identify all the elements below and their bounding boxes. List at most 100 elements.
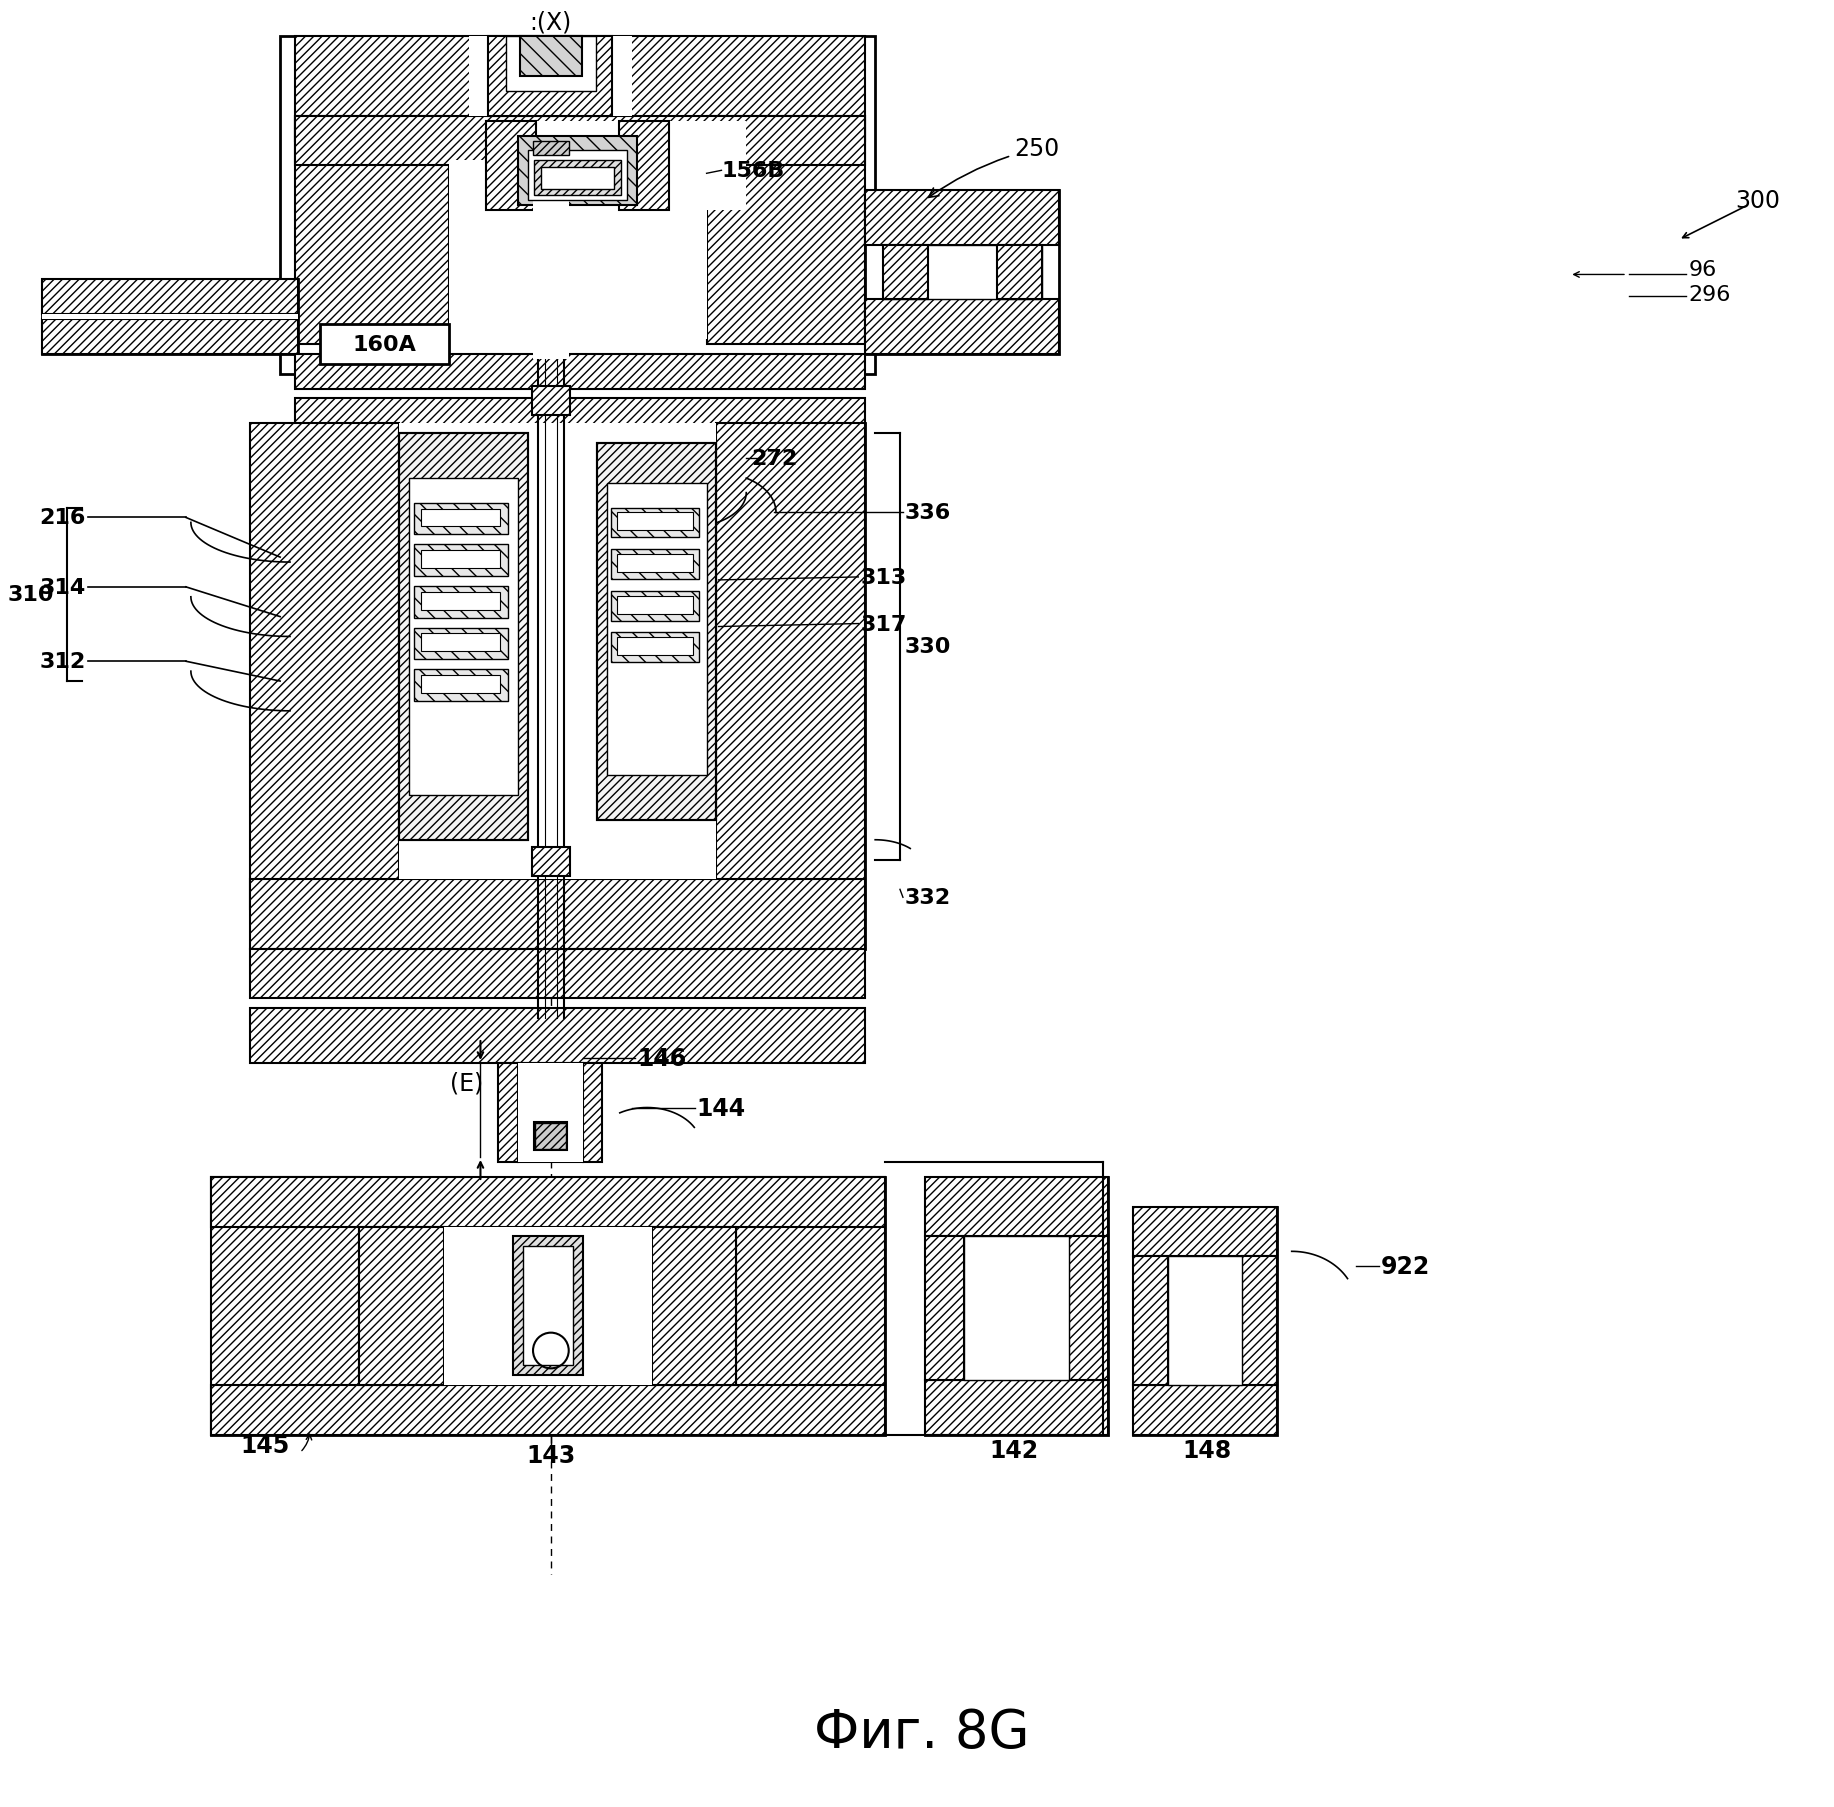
Bar bbox=[251, 425, 866, 949]
Bar bbox=[251, 880, 866, 949]
Bar bbox=[534, 141, 569, 157]
Bar bbox=[521, 38, 581, 78]
Bar bbox=[42, 280, 297, 354]
Bar bbox=[1133, 1207, 1276, 1256]
Bar bbox=[251, 425, 400, 909]
Bar bbox=[523, 1247, 572, 1366]
Bar bbox=[618, 513, 693, 531]
Bar bbox=[486, 121, 536, 211]
Bar bbox=[295, 117, 449, 345]
Bar bbox=[519, 1063, 583, 1162]
Bar bbox=[42, 314, 297, 320]
Bar bbox=[295, 399, 866, 428]
Text: 96: 96 bbox=[1689, 260, 1717, 280]
Text: 313: 313 bbox=[860, 567, 906, 587]
Bar bbox=[532, 847, 570, 876]
Bar bbox=[211, 1178, 886, 1435]
Bar bbox=[251, 1008, 866, 1063]
Bar bbox=[409, 479, 519, 795]
Bar bbox=[400, 425, 717, 880]
Bar bbox=[414, 670, 508, 701]
Bar bbox=[866, 300, 1058, 354]
Bar bbox=[514, 1236, 583, 1375]
Bar bbox=[359, 1227, 735, 1386]
Bar bbox=[295, 117, 866, 166]
Text: Фиг. 8G: Фиг. 8G bbox=[814, 1706, 1029, 1758]
Bar bbox=[422, 593, 501, 611]
Text: 272: 272 bbox=[752, 448, 798, 468]
Bar bbox=[506, 38, 596, 92]
Text: 148: 148 bbox=[1183, 1438, 1232, 1462]
Text: :(X): :(X) bbox=[530, 11, 572, 34]
Text: 250: 250 bbox=[928, 137, 1060, 199]
Bar bbox=[866, 192, 1058, 354]
Bar bbox=[534, 141, 569, 360]
Bar bbox=[211, 1178, 359, 1435]
Bar bbox=[618, 596, 693, 614]
Bar bbox=[400, 434, 528, 840]
Bar bbox=[486, 121, 746, 211]
Bar bbox=[534, 1122, 567, 1151]
Bar bbox=[359, 1227, 444, 1386]
Bar bbox=[444, 1227, 653, 1386]
Bar bbox=[866, 192, 1058, 246]
Text: 144: 144 bbox=[697, 1095, 746, 1120]
Text: 312: 312 bbox=[40, 652, 86, 672]
Text: 145: 145 bbox=[240, 1433, 290, 1456]
Bar bbox=[42, 320, 297, 354]
Bar bbox=[1133, 1256, 1168, 1386]
Bar bbox=[607, 484, 706, 775]
Text: 296: 296 bbox=[1689, 286, 1731, 305]
Text: 146: 146 bbox=[636, 1046, 686, 1070]
Text: 216: 216 bbox=[39, 508, 86, 528]
Bar bbox=[414, 587, 508, 618]
Bar bbox=[620, 121, 669, 211]
Bar bbox=[1069, 1236, 1108, 1381]
Bar bbox=[998, 246, 1042, 300]
Text: 310: 310 bbox=[7, 584, 53, 605]
Bar bbox=[488, 38, 613, 117]
Bar bbox=[598, 445, 717, 820]
Bar bbox=[211, 1386, 886, 1435]
Bar bbox=[618, 638, 693, 656]
Text: 314: 314 bbox=[40, 578, 86, 598]
Text: 332: 332 bbox=[904, 887, 952, 907]
Text: 317: 317 bbox=[860, 614, 906, 634]
Bar bbox=[422, 551, 501, 569]
Bar bbox=[281, 38, 875, 374]
Bar bbox=[924, 1381, 1108, 1435]
Bar bbox=[499, 1063, 602, 1162]
Bar bbox=[706, 117, 866, 345]
Bar bbox=[884, 246, 1042, 300]
Bar bbox=[884, 246, 928, 300]
Bar bbox=[532, 387, 570, 416]
Bar bbox=[965, 1236, 1069, 1381]
Text: 156B: 156B bbox=[721, 161, 785, 181]
Bar bbox=[400, 434, 528, 840]
Bar bbox=[536, 1124, 565, 1149]
Text: 336: 336 bbox=[904, 502, 952, 524]
Text: 160A: 160A bbox=[352, 334, 416, 354]
Text: 922: 922 bbox=[1381, 1254, 1431, 1279]
Bar bbox=[422, 676, 501, 694]
Text: (E): (E) bbox=[449, 1072, 482, 1095]
Bar bbox=[1242, 1256, 1276, 1386]
Bar bbox=[611, 549, 699, 580]
Text: 300: 300 bbox=[1735, 190, 1781, 213]
Bar bbox=[924, 1236, 965, 1381]
Bar bbox=[717, 425, 866, 909]
Bar bbox=[1133, 1386, 1276, 1435]
Bar bbox=[414, 546, 508, 576]
Bar bbox=[528, 152, 627, 201]
Bar bbox=[295, 38, 866, 141]
Bar bbox=[414, 504, 508, 535]
Bar bbox=[295, 354, 866, 389]
Bar bbox=[611, 508, 699, 538]
Bar bbox=[611, 591, 699, 622]
Bar bbox=[1168, 1256, 1242, 1386]
Bar bbox=[541, 168, 614, 190]
Bar bbox=[42, 280, 297, 314]
Bar bbox=[211, 1178, 886, 1227]
Bar bbox=[534, 161, 622, 195]
Bar bbox=[653, 1227, 735, 1386]
